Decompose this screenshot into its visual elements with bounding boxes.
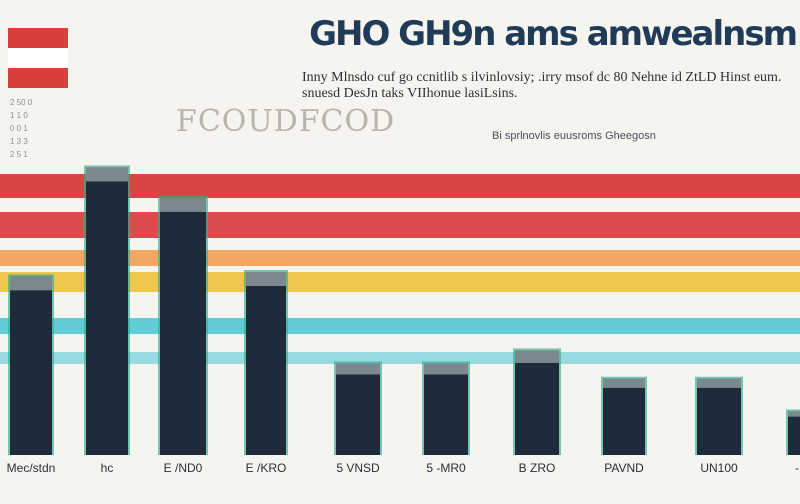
- tick-label: 5 VNSD: [336, 461, 380, 475]
- tick-label: hc: [101, 461, 114, 475]
- tick-label: UN100: [700, 461, 738, 475]
- bar: [788, 411, 800, 455]
- tick-label: -: [795, 461, 799, 475]
- tick-label: E /KRO: [246, 461, 287, 475]
- side-labels: 2 50 0 1 1 0 0 0 1 1 3 3 2 5 1: [10, 96, 32, 161]
- side-label: 1 3 3: [10, 137, 28, 146]
- bar: [10, 276, 52, 455]
- bar: [336, 363, 380, 455]
- bar: [246, 272, 286, 455]
- tick-label: Mec/stdn: [7, 461, 56, 475]
- bar-cap: [788, 411, 800, 417]
- tick-label: E /ND0: [164, 461, 203, 475]
- tick-label: PAVND: [604, 461, 644, 475]
- bars-group: [8, 165, 800, 455]
- source-note: Bi sprlnovlis euusroms Gheegosn: [492, 130, 656, 142]
- background-lettering: FCOUDFCOD: [176, 104, 396, 139]
- side-label: 2 50 0: [10, 98, 33, 107]
- side-label: 0 0 1: [10, 124, 28, 133]
- side-label: 1 1 0: [10, 111, 28, 120]
- chart-title: GHO GH9n ams amwealnsm: [309, 14, 796, 54]
- category-labels: Mec/stdn hc E /ND0 E /KRO 5 VNSD 5 -MR0 B ZRO P…: [7, 461, 799, 475]
- bar-cap: [697, 378, 741, 388]
- side-label: 2 5 1: [10, 150, 28, 159]
- chart-subtitle: Inny Mlnsdo cuf go ccnitlib s ilvinlovsi…: [302, 70, 782, 101]
- bar: [697, 378, 741, 455]
- bar: [603, 378, 645, 455]
- bar-cap: [515, 350, 559, 363]
- tick-label: B ZRO: [519, 461, 556, 475]
- bar: [86, 167, 128, 455]
- bar-cap: [246, 272, 286, 286]
- flag-stripe-top: [8, 28, 68, 48]
- bar: [160, 197, 206, 455]
- flag-stripe-bottom: [8, 67, 68, 88]
- bar-cap: [336, 363, 380, 375]
- bar: [515, 350, 559, 455]
- bar-cap: [160, 197, 206, 212]
- tick-label: 5 -MR0: [426, 461, 466, 475]
- bar-cap: [603, 378, 645, 388]
- flag-icon: [8, 28, 68, 88]
- color-band: [0, 212, 800, 238]
- bar-cap: [86, 167, 128, 182]
- flag-stripe-middle: [8, 47, 68, 68]
- bar: [424, 363, 468, 455]
- bar-cap: [424, 363, 468, 375]
- bar-cap: [10, 276, 52, 291]
- color-band: [0, 174, 800, 198]
